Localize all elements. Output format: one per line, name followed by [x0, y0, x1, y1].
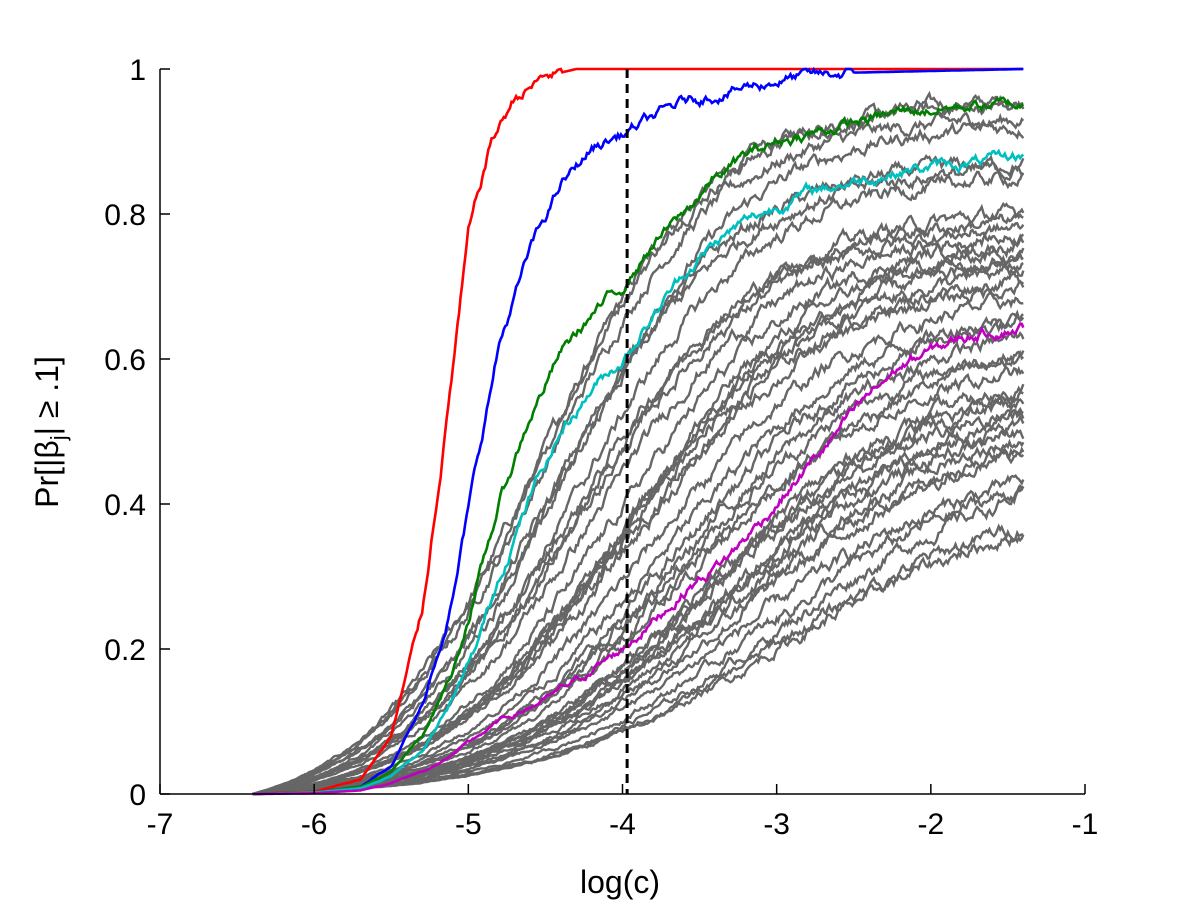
y-tick-label: 0.4	[104, 489, 146, 522]
x-tick-label: -2	[917, 808, 944, 841]
x-tick-label: -7	[147, 808, 174, 841]
series-line-5	[252, 322, 1025, 796]
gray-series-line	[252, 233, 1025, 796]
gray-series-line	[252, 245, 1025, 796]
series-line-4	[252, 148, 1025, 796]
x-tick-label: -3	[763, 808, 790, 841]
gray-series-line	[252, 365, 1025, 796]
series-line-2	[252, 66, 1024, 796]
axes: -7 -6 -5 -4 -3 -2 -1 0 0.2 0.4 0.6 0.8 1	[104, 54, 1098, 841]
y-axis-label-pre: Pr[|	[29, 459, 65, 508]
x-tick-label: -5	[455, 808, 482, 841]
gray-series-line	[252, 413, 1025, 796]
y-tick-label: 0	[129, 779, 146, 812]
y-axis-label-post: | ≥ .1]	[29, 356, 65, 435]
y-axis-label-group: Pr[|βj| ≥ .1]	[29, 356, 71, 508]
gray-series-line	[252, 99, 1024, 796]
y-axis-label-beta: β	[29, 440, 65, 458]
y-tick-label: 1	[129, 54, 146, 87]
gray-series-line	[252, 201, 1024, 796]
x-tick-label: -1	[1072, 808, 1099, 841]
gray-series-line	[252, 90, 1025, 796]
series-line-1	[252, 67, 1024, 796]
gray-series-line	[252, 111, 1025, 796]
gray-series-line	[252, 289, 1024, 796]
gray-series-line	[252, 279, 1025, 796]
series-line-3	[252, 96, 1025, 796]
gray-series-line	[252, 270, 1025, 796]
gray-series-line	[252, 222, 1025, 796]
y-tick-label: 0.2	[104, 634, 146, 667]
gray-series-line	[252, 231, 1025, 796]
gray-series-line	[252, 438, 1025, 796]
x-axis-label: log(c)	[580, 864, 660, 900]
gray-series-line	[252, 168, 1024, 796]
series-layer	[252, 66, 1025, 796]
y-axis-label: Pr[|βj| ≥ .1]	[29, 356, 71, 508]
x-tick-label: -6	[301, 808, 328, 841]
y-tick-label: 0.6	[104, 344, 146, 377]
y-axis-label-sub: j	[46, 435, 71, 441]
y-tick-label: 0.8	[104, 199, 146, 232]
x-tick-label: -4	[609, 808, 636, 841]
gray-series-line	[252, 446, 1025, 796]
